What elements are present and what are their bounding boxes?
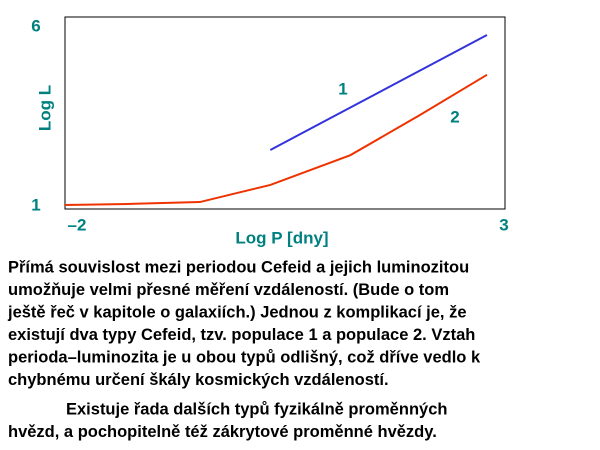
paragraph-line: Existuje řada dalších typů fyzikálně pro… xyxy=(66,400,447,418)
line xyxy=(269,34,488,151)
y-tick-label: 1 xyxy=(31,195,40,214)
paragraph-line: Přímá souvislost mezi periodou Cefeid a … xyxy=(8,258,469,276)
series-label: 2 xyxy=(450,107,459,126)
paragraph-line: existují dva typy Cefeid, tzv. populace … xyxy=(8,326,475,344)
x-axis-label: Log P [dny] xyxy=(235,228,328,247)
paragraph-line: ještě řeč v kapitole o galaxiích.) Jedno… xyxy=(7,303,467,321)
paragraph-line: perioda–luminozita je u obou typů odlišn… xyxy=(8,348,481,366)
y-axis-label: Log L xyxy=(35,85,54,131)
x-tick-label: 3 xyxy=(499,215,508,234)
y-tick-label: 6 xyxy=(31,16,40,35)
paragraph-line: umožňuje velmi přesné měření vzdáleností… xyxy=(8,281,449,299)
paragraph-line: chybnému určení škály kosmických vzdálen… xyxy=(8,371,389,389)
x-tick-label: –2 xyxy=(68,215,87,234)
line xyxy=(64,73,488,207)
plot-frame xyxy=(64,16,506,210)
series-label: 1 xyxy=(338,79,347,98)
paragraph-line: hvězd, a pochopitelně též zákrytové prom… xyxy=(8,423,437,441)
